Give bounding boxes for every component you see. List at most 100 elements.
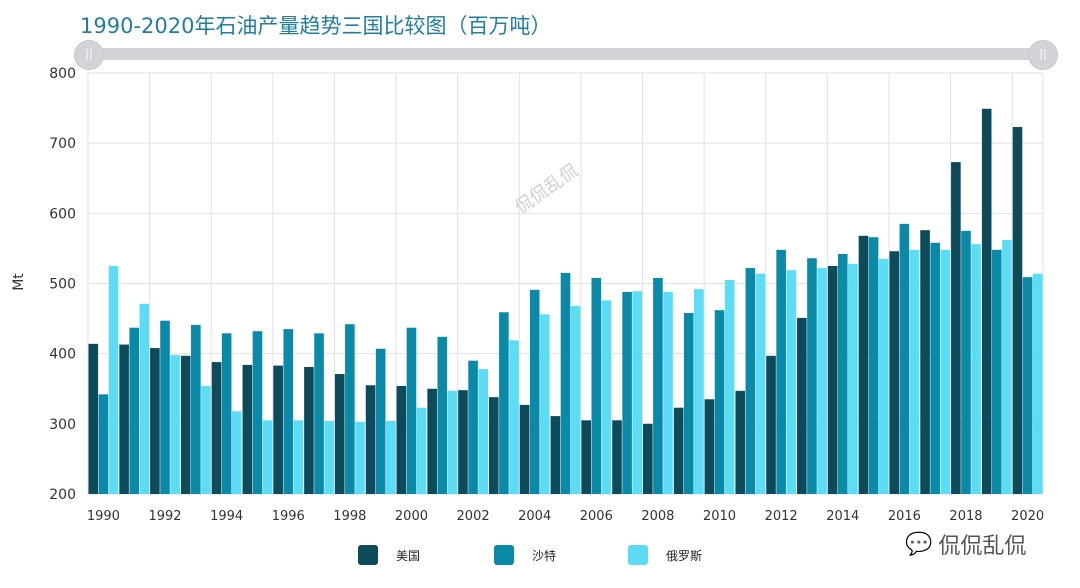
x-tick-label: 2020 bbox=[1011, 509, 1044, 524]
bar-俄罗斯-2013 bbox=[817, 268, 827, 494]
bar-沙特-2012 bbox=[776, 249, 786, 494]
bar-美国-2011 bbox=[735, 390, 746, 494]
y-tick-label: 500 bbox=[49, 277, 76, 293]
bar-美国-2001 bbox=[427, 388, 437, 494]
bar-美国-2005 bbox=[550, 416, 561, 494]
x-tick-label: 2004 bbox=[518, 509, 551, 524]
bar-沙特-1995 bbox=[252, 331, 263, 494]
bar-美国-2004 bbox=[519, 404, 530, 494]
bar-沙特-2006 bbox=[591, 277, 602, 494]
x-tick-label: 1994 bbox=[210, 509, 243, 524]
bar-俄罗斯-2012 bbox=[786, 270, 797, 494]
wechat-icon: 💬 bbox=[905, 531, 933, 557]
bar-沙特-2001 bbox=[437, 336, 448, 494]
bar-沙特-2009 bbox=[683, 312, 694, 494]
bar-美国-1996 bbox=[273, 365, 283, 494]
bar-沙特-2010 bbox=[714, 310, 725, 494]
x-tick-label: 2012 bbox=[765, 509, 798, 524]
bar-沙特-2004 bbox=[529, 289, 540, 494]
bar-沙特-2018 bbox=[961, 230, 971, 494]
x-tick-label: 2018 bbox=[949, 509, 982, 524]
legend-item-us[interactable]: 美国 bbox=[358, 545, 420, 565]
x-tick-label: 2010 bbox=[703, 509, 736, 524]
legend: 美国 沙特 俄罗斯 bbox=[0, 545, 1080, 565]
bar-美国-2000 bbox=[396, 385, 407, 494]
bar-沙特-2017 bbox=[930, 242, 940, 494]
x-tick-label: 2008 bbox=[641, 509, 674, 524]
bar-俄罗斯-2019 bbox=[1002, 239, 1012, 494]
bar-俄罗斯-1993 bbox=[201, 385, 211, 494]
y-tick-label: 700 bbox=[49, 136, 76, 152]
bar-俄罗斯-2014 bbox=[848, 263, 858, 494]
bar-沙特-1999 bbox=[375, 348, 386, 494]
logo: 💬 侃侃乱侃 bbox=[905, 528, 1026, 560]
bar-美国-2016 bbox=[889, 251, 900, 494]
y-tick-label: 800 bbox=[49, 66, 76, 82]
x-tick-label: 1996 bbox=[272, 509, 305, 524]
bar-俄罗斯-1991 bbox=[139, 303, 150, 494]
bar-俄罗斯-2004 bbox=[539, 314, 550, 494]
bar-沙特-2002 bbox=[468, 360, 478, 494]
bar-俄罗斯-2011 bbox=[755, 273, 766, 494]
chart-title: 1990-2020年石油产量趋势三国比较图（百万吨） bbox=[80, 14, 552, 38]
bar-沙特-1996 bbox=[283, 329, 294, 494]
x-tick-label: 1998 bbox=[333, 509, 366, 524]
bar-美国-2006 bbox=[581, 420, 592, 494]
bar-美国-1990 bbox=[88, 343, 99, 494]
bar-沙特-1990 bbox=[98, 394, 109, 494]
bar-美国-2012 bbox=[766, 355, 776, 494]
x-tick-label: 2006 bbox=[580, 509, 613, 524]
bar-俄罗斯-2001 bbox=[447, 390, 458, 494]
bar-美国-1992 bbox=[150, 348, 160, 494]
bar-俄罗斯-2000 bbox=[416, 407, 427, 494]
range-slider-left-handle[interactable] bbox=[74, 40, 104, 70]
y-tick-label: 400 bbox=[49, 347, 76, 363]
range-slider-right-handle[interactable] bbox=[1028, 40, 1058, 70]
bar-俄罗斯-2016 bbox=[909, 249, 920, 494]
bar-美国-2009 bbox=[673, 407, 684, 494]
y-tick-label: 300 bbox=[49, 417, 76, 433]
bar-美国-2014 bbox=[827, 265, 838, 494]
bar-美国-2003 bbox=[488, 397, 499, 494]
bar-俄罗斯-2017 bbox=[940, 249, 951, 494]
legend-label: 美国 bbox=[396, 548, 421, 563]
bar-沙特-1998 bbox=[345, 324, 355, 494]
bar-沙特-1994 bbox=[221, 333, 232, 494]
legend-label: 沙特 bbox=[532, 548, 557, 563]
bar-俄罗斯-2005 bbox=[570, 305, 581, 494]
legend-item-saudi[interactable]: 沙特 bbox=[494, 545, 556, 565]
bar-俄罗斯-1994 bbox=[231, 411, 242, 494]
bar-沙特-2008 bbox=[653, 277, 663, 494]
bar-沙特-2011 bbox=[745, 268, 756, 494]
legend-swatch bbox=[358, 545, 378, 565]
x-tick-label: 2014 bbox=[826, 509, 859, 524]
bar-沙特-1992 bbox=[160, 320, 170, 494]
bar-俄罗斯-2015 bbox=[878, 258, 889, 494]
bar-沙特-2014 bbox=[837, 254, 848, 494]
bar-美国-2007 bbox=[612, 420, 622, 494]
bar-俄罗斯-2002 bbox=[478, 369, 488, 494]
y-axis-label: Mt bbox=[10, 273, 27, 291]
bar-美国-2008 bbox=[643, 423, 653, 494]
bar-沙特-2007 bbox=[622, 291, 632, 494]
bar-沙特-2019 bbox=[991, 249, 1002, 494]
y-tick-label: 600 bbox=[49, 206, 76, 222]
bar-美国-1997 bbox=[304, 366, 314, 494]
bar-沙特-2005 bbox=[560, 272, 571, 494]
bar-俄罗斯-2006 bbox=[601, 300, 612, 494]
legend-item-russia[interactable]: 俄罗斯 bbox=[628, 545, 702, 565]
x-tick-label: 2000 bbox=[395, 509, 428, 524]
bar-沙特-1993 bbox=[191, 324, 201, 494]
bar-俄罗斯-1990 bbox=[108, 265, 119, 494]
range-slider-track[interactable] bbox=[88, 48, 1043, 60]
bar-美国-2017 bbox=[920, 230, 930, 494]
bar-美国-1998 bbox=[334, 374, 345, 494]
legend-swatch bbox=[494, 545, 514, 565]
bar-俄罗斯-1998 bbox=[355, 421, 365, 494]
bar-沙特-2003 bbox=[499, 312, 509, 494]
y-tick-label: 200 bbox=[49, 487, 76, 503]
bar-美国-2020 bbox=[1012, 127, 1023, 495]
bar-美国-2019 bbox=[981, 108, 992, 494]
